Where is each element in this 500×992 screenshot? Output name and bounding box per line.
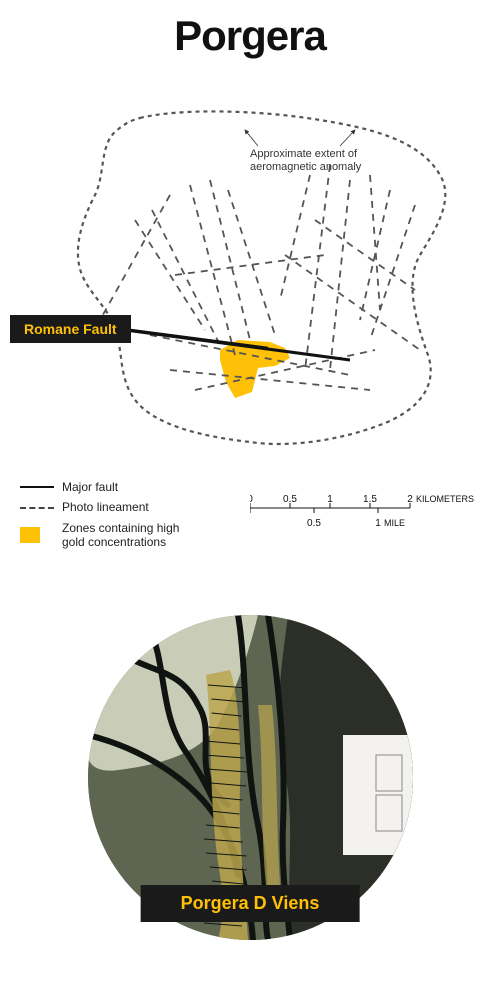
photo-lineament [170, 370, 370, 390]
legend-swatch [20, 486, 54, 488]
photo-caption: Porgera D Viens [141, 885, 360, 922]
legend-label: Photo lineament [62, 500, 149, 514]
anomaly-annotation: Approximate extent of aeromagnetic anoma… [250, 148, 361, 174]
legend-swatch [20, 507, 54, 509]
legend: Major fault Photo lineament Zones containi… [20, 480, 480, 570]
photo-lineament [360, 190, 390, 320]
svg-text:KILOMETERS: KILOMETERS [416, 494, 474, 504]
photo-lineament [285, 255, 420, 350]
photo-lineament [330, 180, 350, 370]
svg-text:0.5: 0.5 [307, 518, 321, 529]
legend-swatch [20, 527, 54, 543]
photo-lineament [315, 220, 415, 290]
photo-lineament [152, 210, 220, 345]
page-title: Porgera [0, 12, 500, 60]
legend-label: Zones containing high gold concentration… [62, 521, 179, 550]
photo-lineament [135, 220, 205, 330]
romane-fault-label: Romane Fault [10, 315, 131, 343]
svg-text:MILE: MILE [384, 518, 405, 528]
geological-map: Approximate extent of aeromagnetic anoma… [20, 90, 480, 470]
rock-photo-area: Porgera D Viens [88, 615, 413, 940]
svg-text:1: 1 [375, 518, 381, 529]
photo-lineament [305, 165, 330, 370]
fault-label-pointer [115, 328, 268, 348]
legend-label: Major fault [62, 480, 118, 494]
annotation-arrow [340, 130, 355, 146]
photo-lineament [280, 175, 310, 300]
annotation-arrow [245, 130, 258, 146]
map-svg [20, 90, 480, 470]
scale-bar: 00.511.52KILOMETERS0.51MILE [250, 490, 480, 543]
photo-lineament [210, 180, 250, 340]
